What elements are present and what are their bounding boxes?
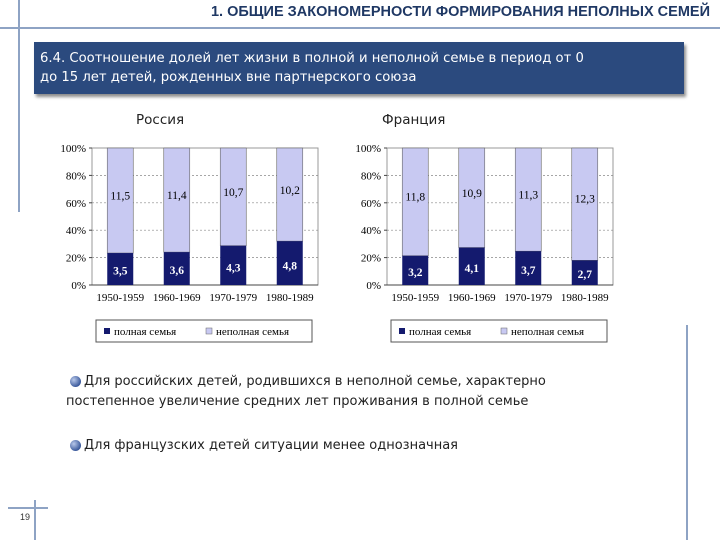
data-label-full: 4,1: [465, 263, 480, 275]
frame-line-header: [0, 27, 720, 29]
data-label-incomplete: 10,7: [223, 187, 243, 199]
bar-full-family: [402, 255, 429, 285]
chart-france: 0% 20% 40% 60% 80% 100% 11,8 3,2 1950-1959 10,9 4,…: [355, 143, 614, 343]
bar-incomplete-family: [514, 147, 542, 252]
bar-incomplete-family: [571, 147, 599, 261]
y-tick-label: 100%: [355, 143, 381, 155]
x-tick-label: 1970-1979: [504, 292, 552, 304]
bullet-1-text: Для российских детей, родившихся в непол…: [66, 372, 666, 412]
bar-full-family: [458, 247, 485, 285]
x-tick-label: 1980-1989: [266, 292, 314, 304]
y-tick-label: 0%: [71, 280, 86, 292]
bar-incomplete-family: [106, 147, 134, 254]
frame-line-bottom-left: [34, 500, 36, 540]
y-tick-label: 20%: [361, 253, 381, 265]
bar-full-family: [163, 252, 190, 285]
chart-title-russia: Россия: [136, 112, 185, 128]
bar-incomplete-family: [276, 147, 304, 242]
y-tick-label: 40%: [66, 225, 86, 237]
frame-line-bottom: [8, 507, 48, 509]
chart-title-france: Франция: [382, 112, 446, 128]
y-tick-label: 60%: [66, 198, 86, 210]
legend-box: [390, 319, 608, 343]
data-label-incomplete: 12,3: [575, 194, 595, 206]
data-label-full: 3,5: [113, 266, 128, 278]
x-tick-label: 1960-1969: [153, 292, 201, 304]
bar-full-family: [107, 253, 134, 285]
page-number: 19: [20, 512, 31, 522]
bullet-2-line-1: Для французских детей ситуации менее одн…: [84, 438, 458, 453]
data-label-incomplete: 11,8: [405, 191, 425, 203]
bullet-1-line-1: Для российских детей, родившихся в непол…: [84, 374, 546, 389]
legend-swatch-full: [104, 328, 110, 334]
legend-label-incomplete: неполная семья: [511, 326, 584, 338]
banner-line-2: до 15 лет детей, рожденных вне партнерск…: [40, 70, 417, 85]
y-tick-label: 20%: [66, 253, 86, 265]
slide-title: 1. ОБЩИЕ ЗАКОНОМЕРНОСТИ ФОРМИРОВАНИЯ НЕП…: [210, 4, 710, 20]
data-label-full: 2,7: [578, 269, 593, 281]
y-tick-label: 80%: [66, 170, 86, 182]
y-tick-label: 80%: [361, 170, 381, 182]
data-label-full: 3,2: [408, 267, 423, 279]
y-tick-label: 0%: [366, 280, 381, 292]
frame-line-top-left: [18, 0, 20, 212]
data-label-incomplete: 11,3: [518, 189, 538, 201]
legend-label-incomplete: неполная семья: [216, 326, 289, 338]
bar-incomplete-family: [458, 147, 486, 248]
x-tick-label: 1960-1969: [448, 292, 496, 304]
x-tick-label: 1950-1959: [96, 292, 144, 304]
data-label-incomplete: 10,9: [462, 188, 482, 200]
bar-full-family: [515, 251, 542, 285]
frame-line-right: [686, 325, 688, 540]
x-tick-label: 1980-1989: [561, 292, 609, 304]
data-label-full: 4,3: [226, 262, 241, 274]
legend-swatch-incomplete: [500, 327, 508, 335]
data-label-full: 3,7: [521, 265, 536, 277]
x-tick-label: 1950-1959: [391, 292, 439, 304]
bar-full-family: [571, 260, 598, 285]
bullet-2-text: Для французских детей ситуации менее одн…: [66, 436, 666, 456]
y-tick-label: 60%: [361, 198, 381, 210]
legend-swatch-full: [399, 328, 405, 334]
legend-swatch-incomplete: [205, 327, 213, 335]
banner-line-1: 6.4. Соотношение долей лет жизни в полно…: [40, 51, 584, 66]
data-label-full: 3,6: [170, 265, 185, 277]
data-label-incomplete: 11,4: [167, 190, 187, 202]
y-tick-label: 40%: [361, 225, 381, 237]
banner-text: 6.4. Соотношение долей лет жизни в полно…: [40, 49, 680, 87]
legend-label-full: полная семья: [114, 326, 176, 338]
legend-box: [95, 319, 313, 343]
bullet-icon: [70, 440, 81, 451]
legend-label-full: полная семья: [409, 326, 471, 338]
bullet-1-line-2: постепенное увеличение средних лет прожи…: [66, 394, 529, 409]
bar-incomplete-family: [219, 147, 247, 247]
bar-incomplete-family: [163, 147, 191, 253]
x-tick-label: 1970-1979: [209, 292, 257, 304]
bar-full-family: [220, 245, 247, 285]
data-label-incomplete: 11,5: [110, 190, 130, 202]
bar-full-family: [276, 241, 303, 285]
y-tick-label: 100%: [60, 143, 86, 155]
chart-russia: 0% 20% 40% 60% 80% 100% 11,5 3,5 1950-1959 11,4 3,…: [60, 143, 319, 343]
banner: [34, 42, 684, 94]
data-label-full: 4,8: [283, 260, 298, 272]
bullet-icon: [70, 376, 81, 387]
data-label-incomplete: 10,2: [280, 185, 300, 197]
